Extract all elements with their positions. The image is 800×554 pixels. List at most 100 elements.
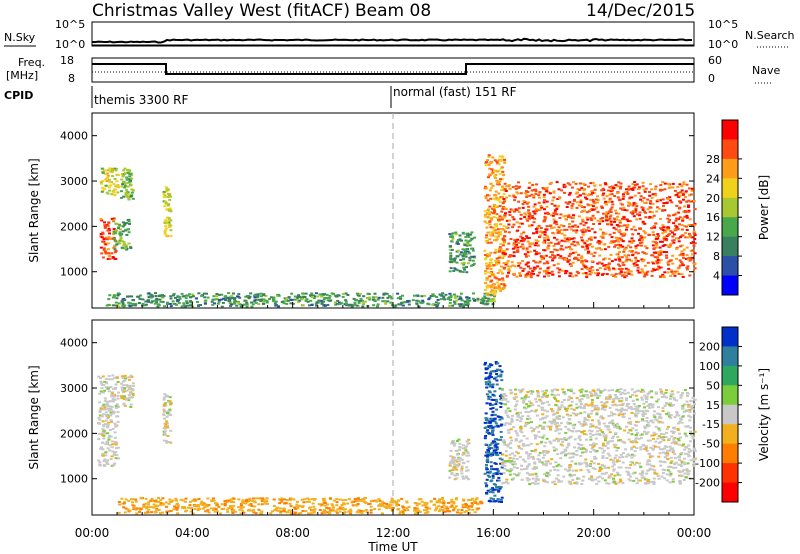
power-cell	[684, 190, 688, 193]
power-cell	[497, 233, 501, 236]
power-cell	[505, 262, 509, 265]
velocity-cell	[451, 439, 455, 442]
velocity-cell	[361, 510, 365, 513]
power-cell	[285, 302, 289, 305]
power-cell	[516, 250, 520, 253]
power-cell	[519, 213, 523, 216]
velocity-cell	[487, 398, 491, 401]
velocity-cell	[660, 475, 664, 478]
velocity-cell	[403, 509, 407, 512]
power-cell	[581, 240, 585, 243]
velocity-cell	[450, 504, 454, 507]
velocity-cell	[542, 402, 546, 404]
velocity-cell	[98, 418, 102, 421]
velocity-cell	[673, 453, 677, 455]
velocity-cell	[509, 461, 513, 464]
power-cell	[602, 264, 606, 267]
velocity-cell	[612, 399, 616, 402]
power-cell	[634, 207, 638, 210]
power-cell	[648, 210, 652, 213]
velocity-cell	[590, 447, 594, 450]
power-cell	[497, 278, 501, 281]
power-cell	[499, 233, 503, 236]
power-cell	[648, 191, 651, 193]
velocity-cell	[247, 508, 251, 511]
power-cell	[596, 219, 600, 222]
power-cell	[125, 189, 129, 191]
power-cell	[536, 274, 540, 277]
velocity-cell	[538, 459, 542, 461]
velocity-cell	[116, 394, 120, 397]
velocity-cell	[465, 445, 468, 448]
velocity-cell	[331, 504, 335, 507]
velocity-cell	[543, 450, 547, 452]
power-cell	[541, 241, 545, 244]
velocity-cell	[690, 407, 694, 410]
velocity-cell	[554, 429, 558, 432]
power-cell	[120, 196, 123, 199]
velocity-cell	[448, 462, 452, 465]
power-cell	[638, 214, 641, 217]
power-cell	[466, 241, 470, 244]
velocity-cell	[342, 512, 346, 515]
power-cell	[517, 242, 521, 244]
power-cell	[652, 247, 656, 250]
power-cell	[688, 259, 692, 262]
power-cell	[184, 297, 188, 300]
velocity-cell	[433, 509, 437, 512]
power-cell	[114, 250, 118, 252]
power-cell	[659, 253, 663, 256]
power-cell	[498, 246, 502, 249]
velocity-cell	[485, 402, 489, 405]
velocity-cell	[101, 434, 105, 437]
velocity-cell	[493, 494, 497, 497]
power-cell	[493, 276, 497, 279]
power-cell	[679, 245, 683, 248]
power-cell	[283, 297, 287, 300]
velocity-cell	[448, 464, 452, 467]
power-cell	[534, 190, 538, 193]
power-cell	[108, 167, 112, 170]
velocity-cell	[530, 450, 534, 452]
power-cell	[688, 235, 692, 238]
power-cell	[546, 247, 550, 250]
velocity-cell	[499, 472, 503, 475]
velocity-cell	[497, 500, 501, 503]
power-cell	[680, 273, 684, 276]
velocity-cell	[326, 511, 329, 514]
power-cell	[488, 275, 492, 278]
velocity-cell	[654, 425, 658, 428]
power-cell	[607, 269, 611, 272]
power-cell	[680, 185, 684, 188]
power-cell	[589, 217, 593, 220]
velocity-cell	[359, 509, 363, 512]
power-cell	[567, 214, 571, 217]
power-cell	[501, 244, 505, 247]
velocity-cell	[110, 420, 113, 423]
power-cell	[563, 185, 567, 188]
velocity-cell	[115, 454, 119, 457]
power-cell	[685, 214, 689, 217]
velocity-cell	[145, 507, 149, 510]
power-cell	[277, 305, 280, 308]
velocity-cell	[658, 420, 662, 423]
velocity-cell	[633, 439, 637, 442]
velocity-cell	[238, 508, 242, 511]
power-cell	[167, 218, 171, 221]
power-cell	[167, 203, 171, 206]
power-cell	[528, 213, 532, 216]
velocity-cell	[600, 467, 604, 470]
power-cell	[579, 199, 583, 202]
velocity-cell	[485, 491, 488, 494]
power-cell	[505, 248, 509, 251]
power-cell	[551, 214, 555, 217]
velocity-cell	[107, 405, 111, 408]
power-cell	[121, 183, 125, 186]
velocity-cell	[496, 425, 500, 428]
velocity-cell	[636, 406, 640, 409]
power-cell	[553, 204, 557, 207]
power-cell	[658, 240, 662, 243]
power-cell	[122, 244, 126, 247]
velocity-cell	[552, 446, 556, 449]
power-cell	[449, 235, 452, 238]
